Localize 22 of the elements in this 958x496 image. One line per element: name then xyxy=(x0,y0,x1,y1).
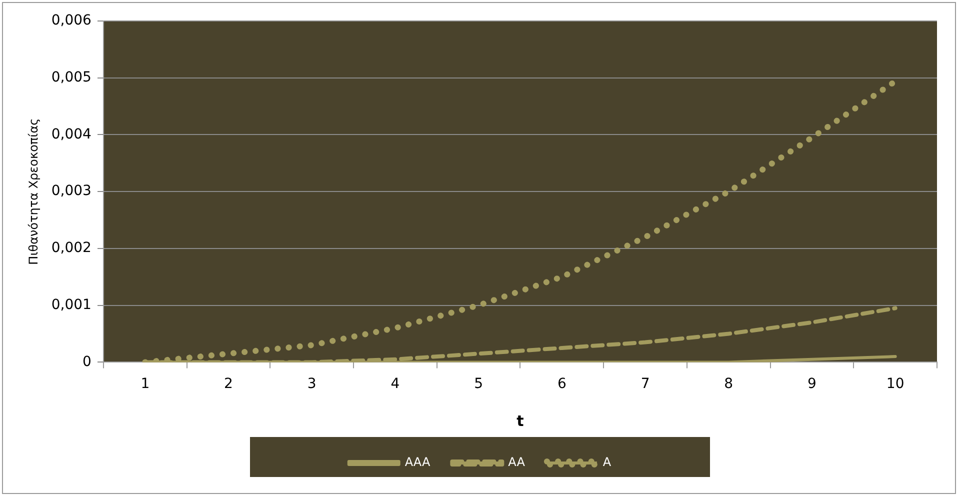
x-tick-label: 8 xyxy=(724,376,734,392)
x-tick-label: 10 xyxy=(886,376,904,392)
legend-label: AAA xyxy=(404,455,431,470)
x-tick-label: 6 xyxy=(557,376,566,392)
x-axis-title: t xyxy=(516,412,524,430)
x-tick-label: 4 xyxy=(390,376,400,392)
x-tick-label: 9 xyxy=(808,376,816,392)
x-tick-label: 7 xyxy=(640,376,650,392)
x-tick-label: 5 xyxy=(474,376,484,392)
x-tick-label: 1 xyxy=(140,376,150,392)
y-axis-title: Πιθανότητα Χρεοκοπίας xyxy=(26,118,40,265)
y-tick-label: 0,001 xyxy=(51,296,92,313)
y-tick-label: 0,005 xyxy=(51,70,92,86)
legend-label: A xyxy=(602,455,612,470)
legend-label: AA xyxy=(508,455,526,470)
y-tick-label: 0,006 xyxy=(51,12,92,29)
y-tick-label: 0 xyxy=(82,354,92,370)
x-tick-label: 2 xyxy=(224,376,233,392)
x-tick-label: 3 xyxy=(307,376,316,392)
y-tick-label: 0,002 xyxy=(51,240,92,256)
y-tick-label: 0,004 xyxy=(51,126,92,142)
y-tick-label: 0,003 xyxy=(51,183,92,200)
